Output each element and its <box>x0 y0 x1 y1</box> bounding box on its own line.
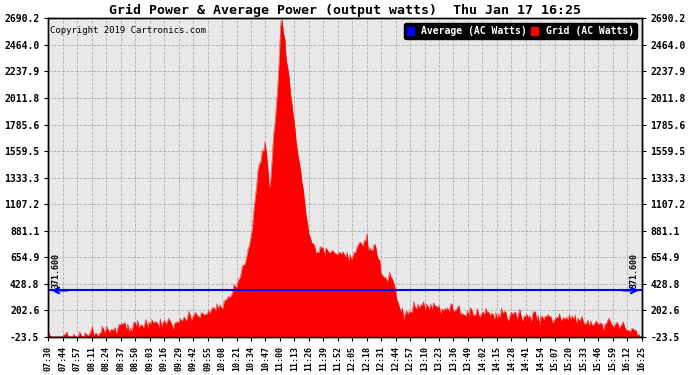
Text: 371.600: 371.600 <box>51 253 60 288</box>
Text: Copyright 2019 Cartronics.com: Copyright 2019 Cartronics.com <box>50 26 206 35</box>
Legend: Average (AC Watts), Grid (AC Watts): Average (AC Watts), Grid (AC Watts) <box>404 23 637 39</box>
Title: Grid Power & Average Power (output watts)  Thu Jan 17 16:25: Grid Power & Average Power (output watts… <box>109 4 581 17</box>
Text: 371.600: 371.600 <box>630 253 639 288</box>
